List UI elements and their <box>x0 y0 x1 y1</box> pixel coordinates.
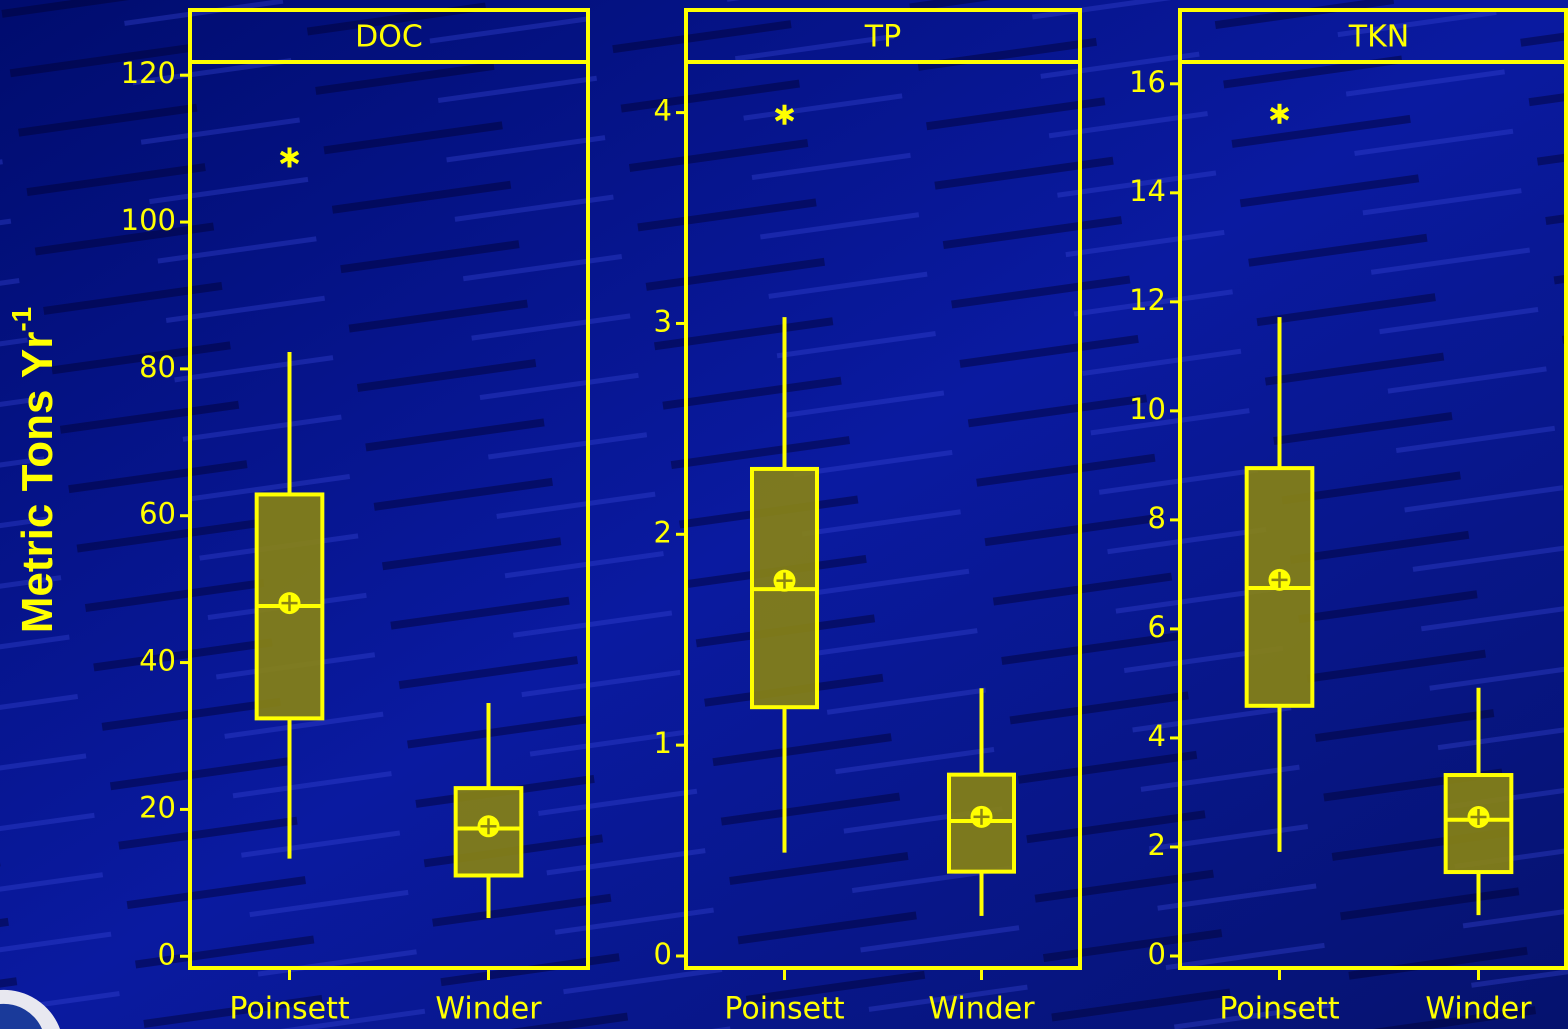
y-tick-label: 20 <box>139 790 176 824</box>
y-tick-label: 40 <box>139 644 176 678</box>
y-axis-label-superscript: -1 <box>6 307 37 332</box>
chart: Metric Tons Yr-1 DOC020406080100120Poins… <box>0 0 1568 1029</box>
y-tick-label: 2 <box>1148 828 1166 862</box>
mean-marker <box>774 570 796 592</box>
y-axis-label-text: Metric Tons Yr <box>13 332 62 634</box>
mean-marker <box>1468 806 1490 828</box>
y-tick-label: 3 <box>654 304 672 338</box>
x-tick-label: Poinsett <box>229 992 350 1027</box>
panel-title: TP <box>864 20 901 55</box>
mean-marker <box>971 806 993 828</box>
y-tick-label: 2 <box>654 515 672 549</box>
y-tick-label: 100 <box>121 203 176 237</box>
y-tick-label: 4 <box>1148 719 1166 753</box>
y-tick-label: 1 <box>654 726 672 760</box>
y-tick-label: 120 <box>121 56 176 90</box>
y-tick-label: 12 <box>1129 283 1166 317</box>
y-tick-label: 80 <box>139 350 176 384</box>
x-tick-label: Poinsett <box>1219 992 1340 1027</box>
y-tick-label: 10 <box>1129 392 1166 426</box>
mean-marker <box>1269 569 1291 591</box>
y-tick-label: 0 <box>654 937 672 971</box>
y-tick-label: 14 <box>1129 174 1166 208</box>
page: Metric Tons Yr-1 DOC020406080100120Poins… <box>0 0 1568 1029</box>
y-tick-label: 60 <box>139 497 176 531</box>
x-tick-label: Winder <box>928 992 1035 1027</box>
x-tick-label: Winder <box>1425 992 1532 1027</box>
mean-marker <box>478 815 500 837</box>
y-tick-label: 0 <box>1148 937 1166 971</box>
y-tick-label: 0 <box>158 937 176 971</box>
panel-title: TKN <box>1348 20 1409 55</box>
x-tick-label: Poinsett <box>724 992 845 1027</box>
y-axis-label: Metric Tons Yr-1 <box>6 307 61 633</box>
x-tick-label: Winder <box>435 992 542 1027</box>
y-tick-label: 8 <box>1148 501 1166 535</box>
panel-title: DOC <box>355 20 423 55</box>
y-tick-label: 4 <box>654 94 672 128</box>
y-tick-label: 6 <box>1148 610 1166 644</box>
y-tick-label: 16 <box>1129 65 1166 99</box>
mean-marker <box>279 592 301 614</box>
